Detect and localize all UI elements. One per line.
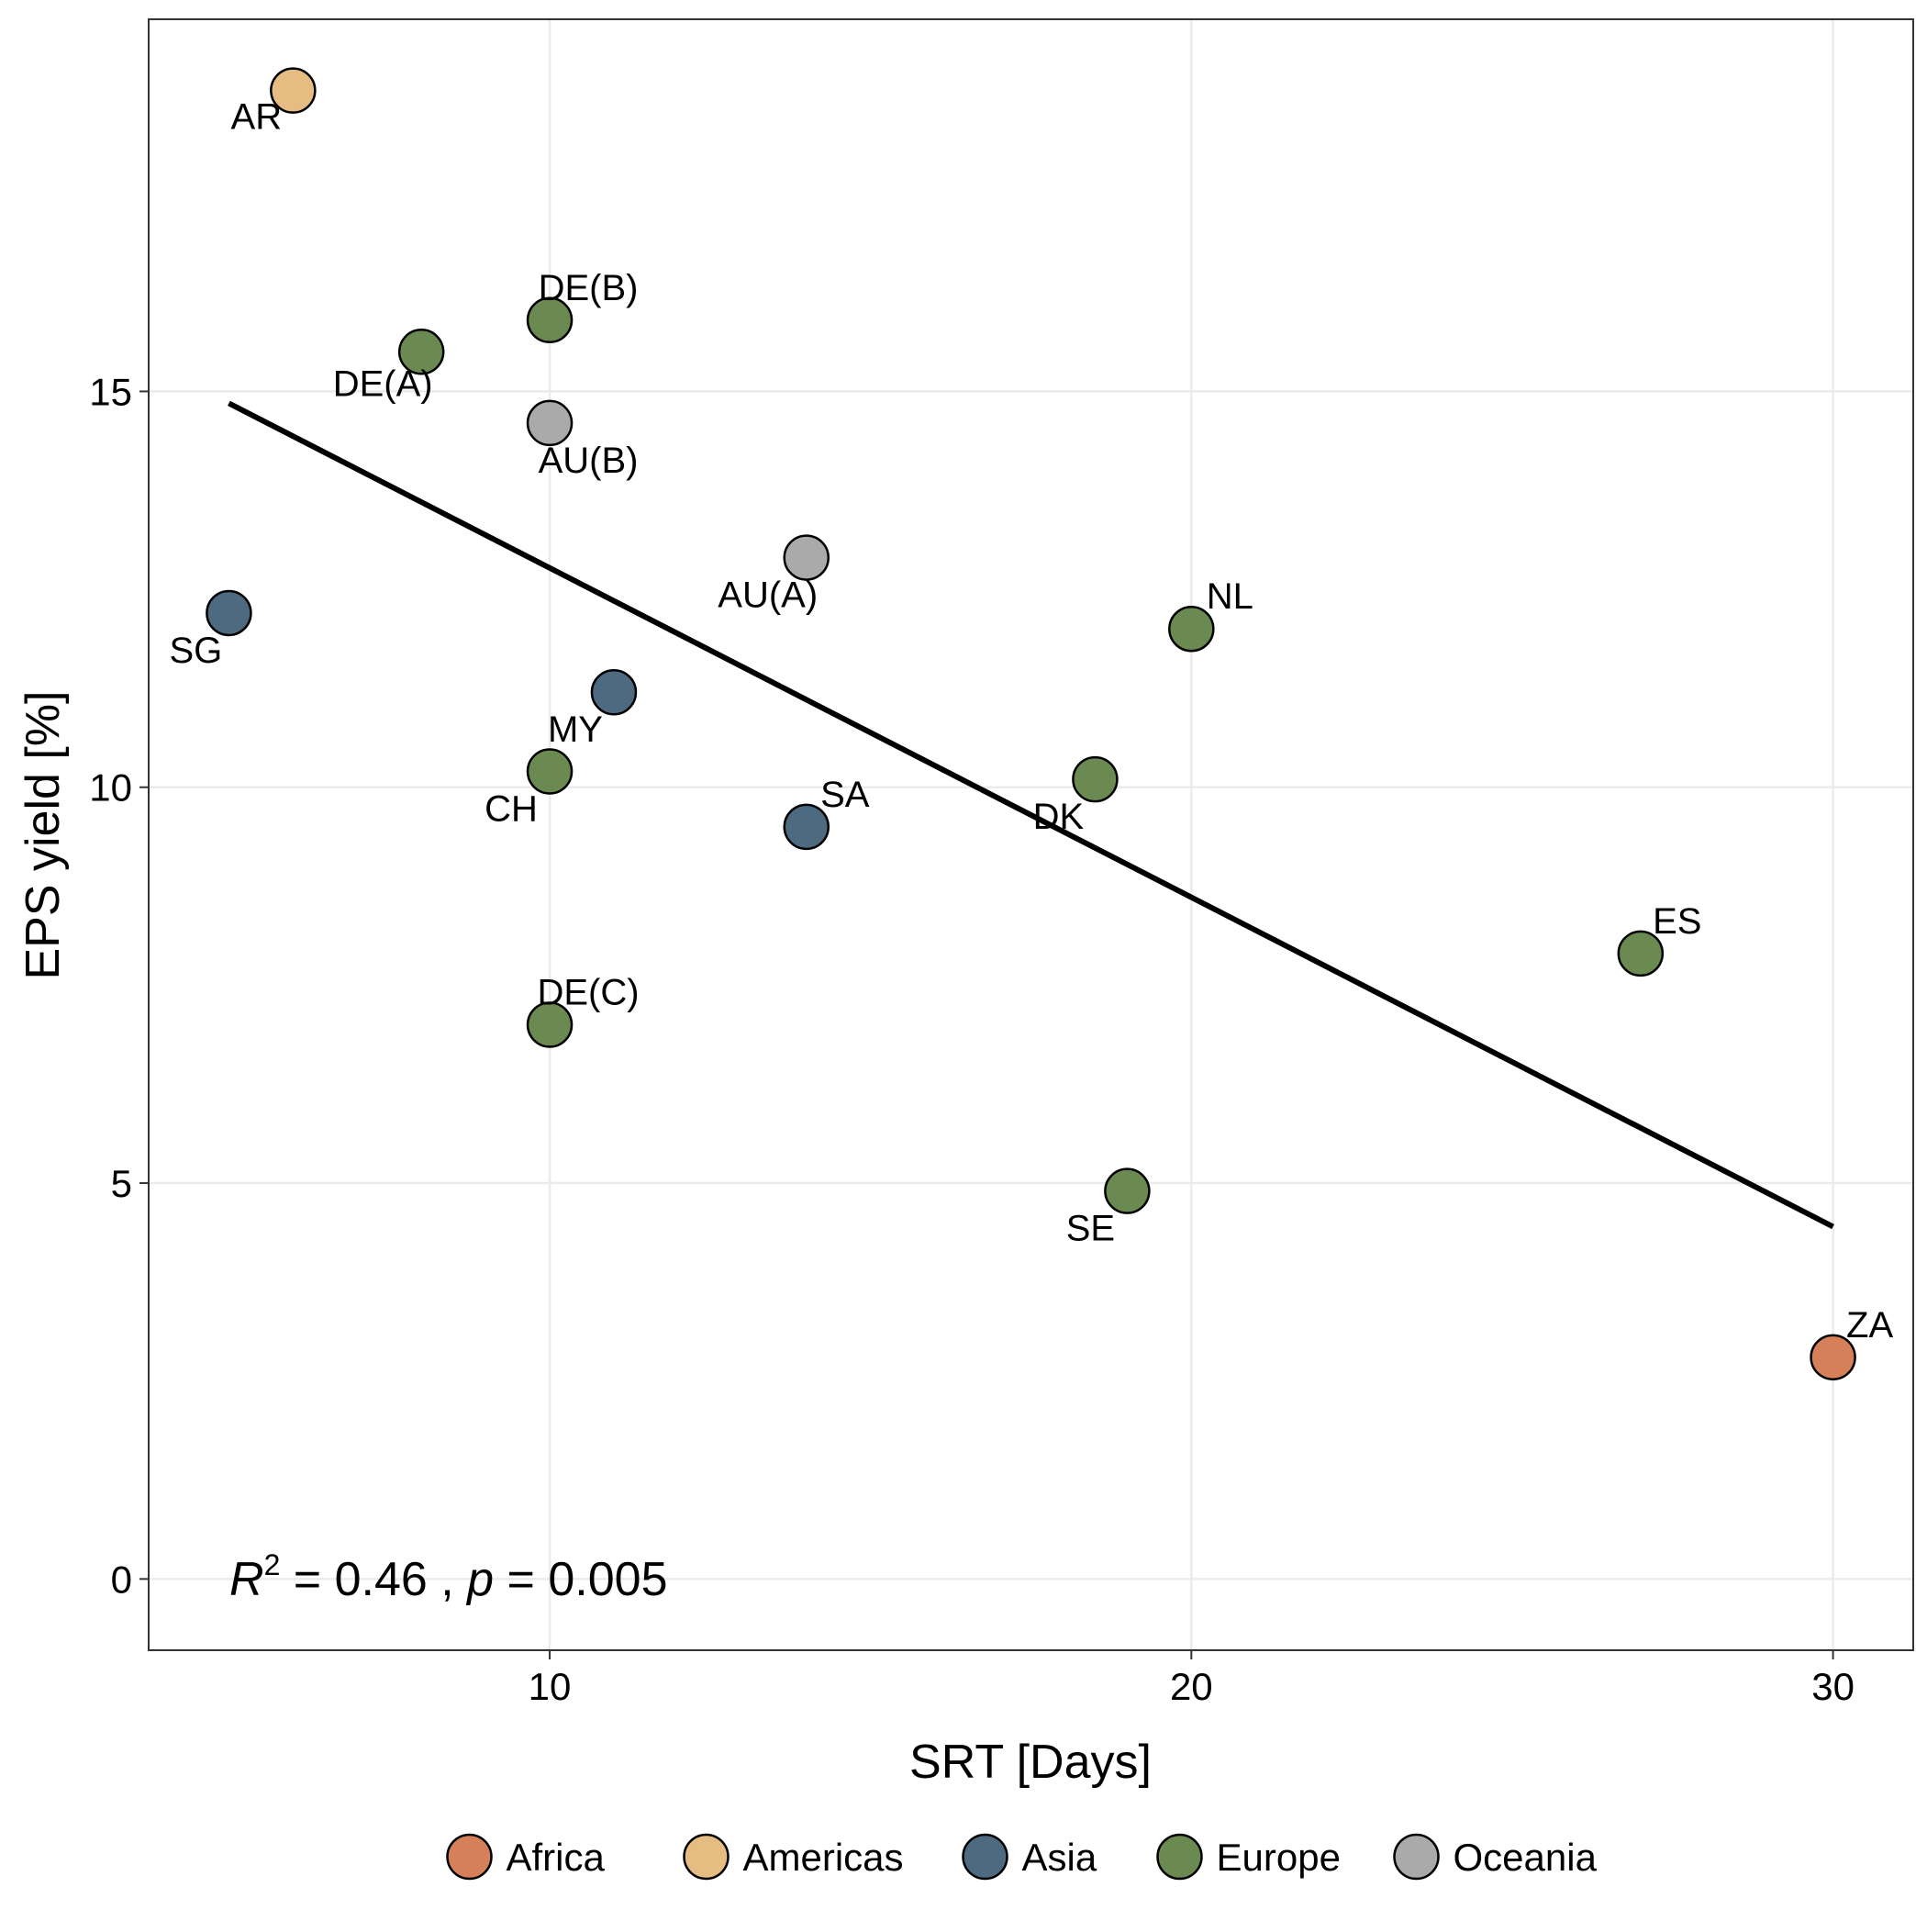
- legend-label: Americas: [743, 1836, 904, 1879]
- point-label: NL: [1207, 576, 1253, 617]
- x-tick-label: 10: [529, 1665, 572, 1708]
- data-point: [270, 67, 317, 114]
- x-axis-title: SRT [Days]: [909, 1736, 1152, 1789]
- legend-key: [1156, 1833, 1203, 1881]
- point-label: AU(B): [539, 441, 639, 481]
- legend-label: Africa: [507, 1836, 606, 1879]
- data-point: [1168, 605, 1215, 653]
- x-tick-label: 30: [1811, 1665, 1855, 1708]
- y-axis-title: EPS yield [%]: [17, 690, 70, 979]
- point-label: ES: [1653, 901, 1701, 942]
- point-label: SG: [170, 631, 223, 671]
- regression-trendline: [228, 400, 1834, 1230]
- data-point: [1810, 1334, 1856, 1381]
- plot-panel-border: [148, 18, 1914, 1651]
- legend: Africa Americas Asia Europe Oceania: [446, 1833, 1598, 1881]
- trendline-group: [228, 400, 1834, 1230]
- y-tick-label: 5: [111, 1162, 132, 1205]
- data-point: [206, 589, 252, 637]
- data-points: [206, 67, 1856, 1381]
- data-point: [1104, 1167, 1151, 1214]
- point-label: MY: [548, 709, 603, 750]
- p-value: = 0.005: [494, 1553, 667, 1606]
- data-point: [590, 668, 638, 716]
- data-point: [1072, 755, 1119, 803]
- axes: 10 20 30 0 5 10 15: [89, 370, 1855, 1708]
- data-point: [526, 399, 574, 447]
- legend-label: Asia: [1022, 1836, 1097, 1879]
- legend-key: [1393, 1833, 1440, 1881]
- r2-value: = 0.46 ,: [280, 1553, 467, 1606]
- data-point: [783, 534, 830, 581]
- y-tick-label: 10: [89, 766, 132, 810]
- legend-key: [446, 1833, 493, 1881]
- legend-key: [683, 1833, 730, 1881]
- point-label: AR: [231, 97, 283, 138]
- point-label: DE(B): [539, 268, 639, 308]
- data-point: [397, 329, 445, 375]
- grid-lines: [149, 19, 1913, 1650]
- point-label: DE(A): [333, 363, 433, 404]
- regression-stats-annotation: R2 = 0.46 , p = 0.005: [229, 1548, 667, 1606]
- legend-label: Europe: [1217, 1836, 1341, 1879]
- data-point: [526, 748, 574, 795]
- p-symbol: p: [465, 1553, 494, 1606]
- data-point: [526, 296, 574, 344]
- point-label: AU(A): [718, 575, 818, 616]
- point-label: SA: [820, 775, 870, 815]
- data-point: [526, 1001, 574, 1048]
- r2-superscript: 2: [264, 1548, 281, 1581]
- point-label: SE: [1066, 1209, 1115, 1249]
- y-tick-label: 15: [89, 370, 132, 413]
- data-point: [1617, 930, 1665, 977]
- legend-label: Oceania: [1454, 1836, 1598, 1879]
- point-labels: ZA AR SG MY SA DE(A) DE(B) CH DE(C) DK SE NL ES AU(B)…: [170, 97, 1894, 1346]
- y-tick-label: 0: [111, 1558, 132, 1601]
- legend-key: [962, 1833, 1008, 1881]
- data-point: [783, 803, 830, 851]
- point-label: DK: [1033, 797, 1085, 837]
- r2-symbol: R: [229, 1553, 264, 1606]
- x-tick-label: 20: [1170, 1665, 1213, 1708]
- point-label: DE(C): [537, 973, 639, 1013]
- point-label: ZA: [1846, 1305, 1893, 1346]
- point-label: CH: [485, 788, 538, 829]
